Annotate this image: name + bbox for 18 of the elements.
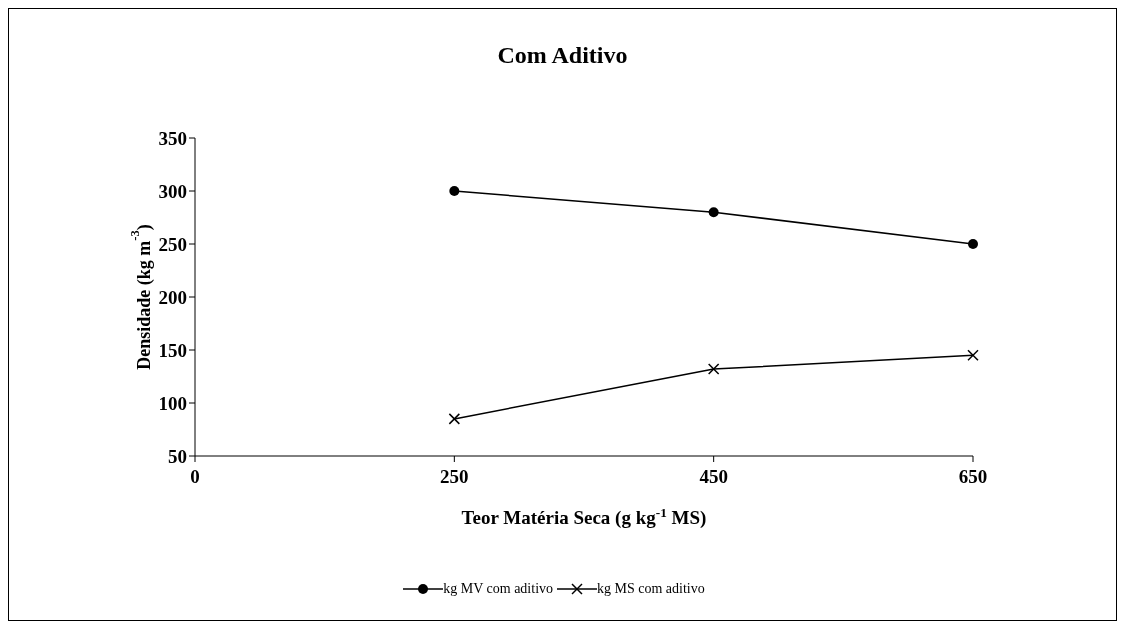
legend-label: kg MV com aditivo [443, 581, 554, 597]
x-tick-label: 650 [958, 466, 988, 488]
point [449, 186, 460, 196]
y-tick-label: 200 [158, 286, 187, 308]
x-axis-title: Teor Matéria Seca (g kg$^{-1}$ MS) [461, 504, 707, 529]
point [968, 239, 978, 249]
y-tick-label: 250 [158, 233, 187, 255]
y-tick-label: 300 [158, 180, 187, 202]
x-tick-label: 450 [699, 466, 728, 488]
y-tick-label: 100 [158, 392, 187, 414]
y-tick-label: 150 [158, 339, 187, 361]
x-tick-label: 0 [190, 466, 200, 488]
point [708, 207, 719, 218]
y-tick-label: 350 [158, 127, 187, 149]
chart-title: Com Aditivo [497, 42, 628, 68]
y-tick-label: 50 [168, 445, 187, 467]
x-tick-label: 250 [440, 466, 469, 488]
legend-label: kg MS com aditivo [597, 581, 705, 597]
